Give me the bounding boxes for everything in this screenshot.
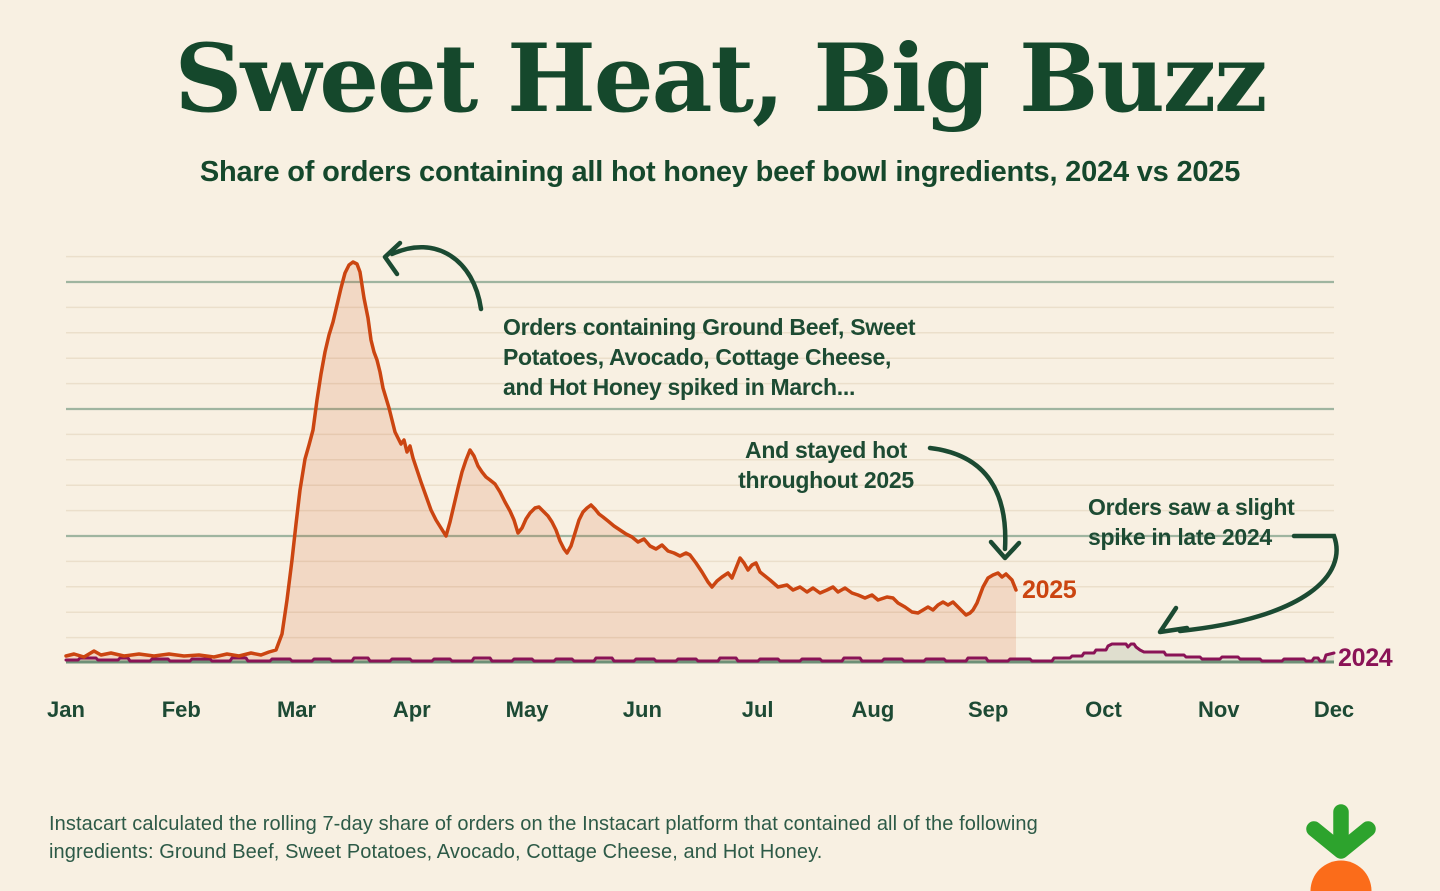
logo-carrot-icon — [1310, 860, 1372, 891]
annotation-arrowhead-late-2024-spike — [1157, 605, 1190, 635]
annotation-line: Orders saw a slight — [1088, 494, 1295, 520]
annotation-arrowhead-stayed-hot — [988, 539, 1022, 561]
annotation-arrowhead-march-spike — [382, 240, 403, 277]
footnote-line-2: ingredients: Ground Beef, Sweet Potatoes… — [49, 841, 823, 863]
month-label-dec: Dec — [1313, 697, 1355, 722]
annotation-late-2024-spike: Orders saw a slight spike in late 2024 — [1088, 492, 1295, 552]
annotation-arrow-stayed-hot — [927, 445, 1008, 552]
annotation-march-spike: Orders containing Ground Beef, Sweet Pota… — [503, 312, 916, 402]
annotation-line: and Hot Honey spiked in March... — [503, 374, 856, 400]
series-area-2025 — [66, 262, 1016, 663]
month-label-feb: Feb — [161, 697, 201, 722]
annotation-line: And stayed hot — [745, 437, 907, 463]
footnote: Instacart calculated the rolling 7-day s… — [49, 810, 1038, 866]
month-label-mar: Mar — [276, 697, 317, 722]
month-label-jan: Jan — [47, 697, 85, 722]
chart-subtitle: Share of orders containing all hot honey… — [199, 156, 1241, 188]
logo-arrow-icon — [1306, 804, 1376, 859]
footnote-line-1: Instacart calculated the rolling 7-day s… — [49, 813, 1038, 835]
month-label-oct: Oct — [1085, 697, 1122, 722]
month-label-jun: Jun — [622, 697, 662, 722]
series-line-2024 — [64, 642, 1336, 663]
month-label-may: May — [505, 697, 549, 722]
annotation-line: spike in late 2024 — [1088, 524, 1272, 550]
annotation-line: Potatoes, Avocado, Cottage Cheese, — [503, 344, 892, 370]
month-label-jul: Jul — [741, 697, 774, 722]
month-label-sep: Sep — [967, 697, 1009, 722]
series-label-2025: 2025 — [1022, 576, 1077, 604]
annotation-arrow-late-2024-spike — [1177, 533, 1339, 634]
annotation-line: throughout 2025 — [738, 467, 914, 493]
annotation-line: Orders containing Ground Beef, Sweet — [503, 314, 916, 340]
month-label-aug: Aug — [851, 697, 895, 722]
annotation-arrow-march-spike — [389, 245, 484, 312]
annotation-stayed-hot: And stayed hot throughout 2025 — [738, 435, 914, 495]
month-label-nov: Nov — [1197, 697, 1240, 722]
series-line-2025 — [64, 260, 1018, 659]
series-label-2024: 2024 — [1338, 644, 1393, 672]
page-title: Sweet Heat, Big Buzz — [174, 24, 1267, 134]
month-label-apr: Apr — [392, 697, 431, 722]
